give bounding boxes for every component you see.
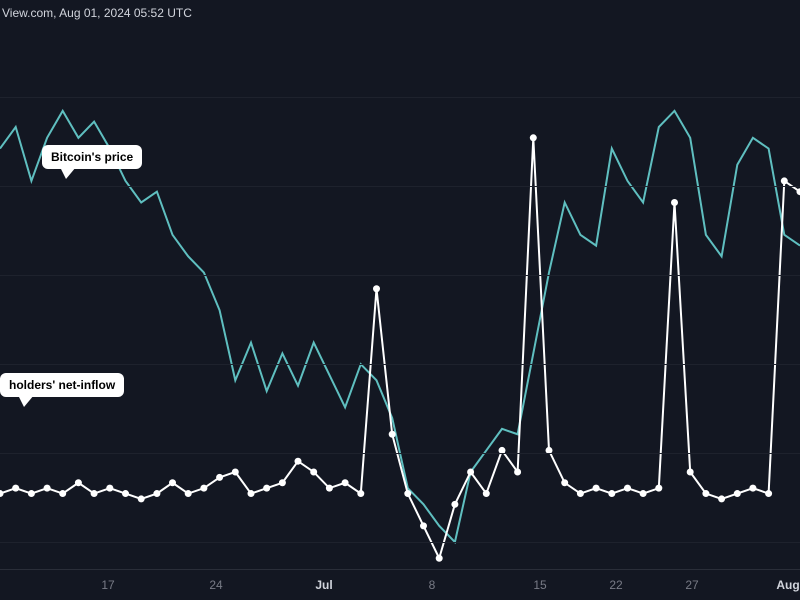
data-marker bbox=[687, 468, 694, 475]
data-marker bbox=[138, 495, 145, 502]
data-marker bbox=[28, 490, 35, 497]
data-marker bbox=[326, 485, 333, 492]
data-marker bbox=[389, 431, 396, 438]
data-marker bbox=[342, 479, 349, 486]
data-marker bbox=[467, 468, 474, 475]
x-tick: Jul bbox=[315, 578, 332, 592]
gridline bbox=[0, 186, 800, 187]
data-marker bbox=[765, 490, 772, 497]
data-marker bbox=[122, 490, 129, 497]
data-marker bbox=[436, 555, 443, 562]
data-marker bbox=[106, 485, 113, 492]
data-marker bbox=[263, 485, 270, 492]
data-marker bbox=[671, 199, 678, 206]
source-timestamp: View.com, Aug 01, 2024 05:52 UTC bbox=[0, 6, 192, 20]
data-marker bbox=[169, 479, 176, 486]
gridline bbox=[0, 97, 800, 98]
x-tick: Aug bbox=[776, 578, 799, 592]
data-marker bbox=[561, 479, 568, 486]
data-marker bbox=[373, 285, 380, 292]
x-axis: 17 24 Jul 8 15 22 27 Aug bbox=[0, 570, 800, 600]
data-marker bbox=[248, 490, 255, 497]
data-marker bbox=[59, 490, 66, 497]
x-tick: 27 bbox=[685, 578, 698, 592]
data-marker bbox=[451, 501, 458, 508]
data-marker bbox=[185, 490, 192, 497]
data-marker bbox=[310, 468, 317, 475]
data-marker bbox=[153, 490, 160, 497]
data-marker bbox=[624, 485, 631, 492]
gridline bbox=[0, 542, 800, 543]
data-marker bbox=[483, 490, 490, 497]
data-marker bbox=[357, 490, 364, 497]
data-marker bbox=[734, 490, 741, 497]
data-marker bbox=[608, 490, 615, 497]
data-marker bbox=[640, 490, 647, 497]
gridline bbox=[0, 275, 800, 276]
data-marker bbox=[200, 485, 207, 492]
x-tick: 17 bbox=[101, 578, 114, 592]
data-marker bbox=[75, 479, 82, 486]
x-tick: 15 bbox=[533, 578, 546, 592]
data-marker bbox=[781, 177, 788, 184]
data-marker bbox=[593, 485, 600, 492]
data-marker bbox=[216, 474, 223, 481]
data-marker bbox=[702, 490, 709, 497]
x-tick: 8 bbox=[429, 578, 436, 592]
data-marker bbox=[295, 458, 302, 465]
chart-plot-area bbox=[0, 30, 800, 570]
data-marker bbox=[232, 468, 239, 475]
x-tick: 24 bbox=[209, 578, 222, 592]
callout-inflow: holders' net-inflow bbox=[0, 373, 124, 397]
data-marker bbox=[530, 134, 537, 141]
data-marker bbox=[655, 485, 662, 492]
line-inflow bbox=[0, 138, 800, 558]
data-marker bbox=[420, 522, 427, 529]
x-tick: 22 bbox=[609, 578, 622, 592]
data-marker bbox=[404, 490, 411, 497]
callout-price: Bitcoin's price bbox=[42, 145, 142, 169]
gridline bbox=[0, 364, 800, 365]
chart-svg bbox=[0, 30, 800, 569]
data-marker bbox=[0, 490, 4, 497]
data-marker bbox=[718, 495, 725, 502]
data-marker bbox=[279, 479, 286, 486]
data-marker bbox=[749, 485, 756, 492]
data-marker bbox=[577, 490, 584, 497]
data-marker bbox=[91, 490, 98, 497]
line-price bbox=[0, 111, 800, 542]
gridline bbox=[0, 453, 800, 454]
data-marker bbox=[514, 468, 521, 475]
data-marker bbox=[12, 485, 19, 492]
data-marker bbox=[44, 485, 51, 492]
